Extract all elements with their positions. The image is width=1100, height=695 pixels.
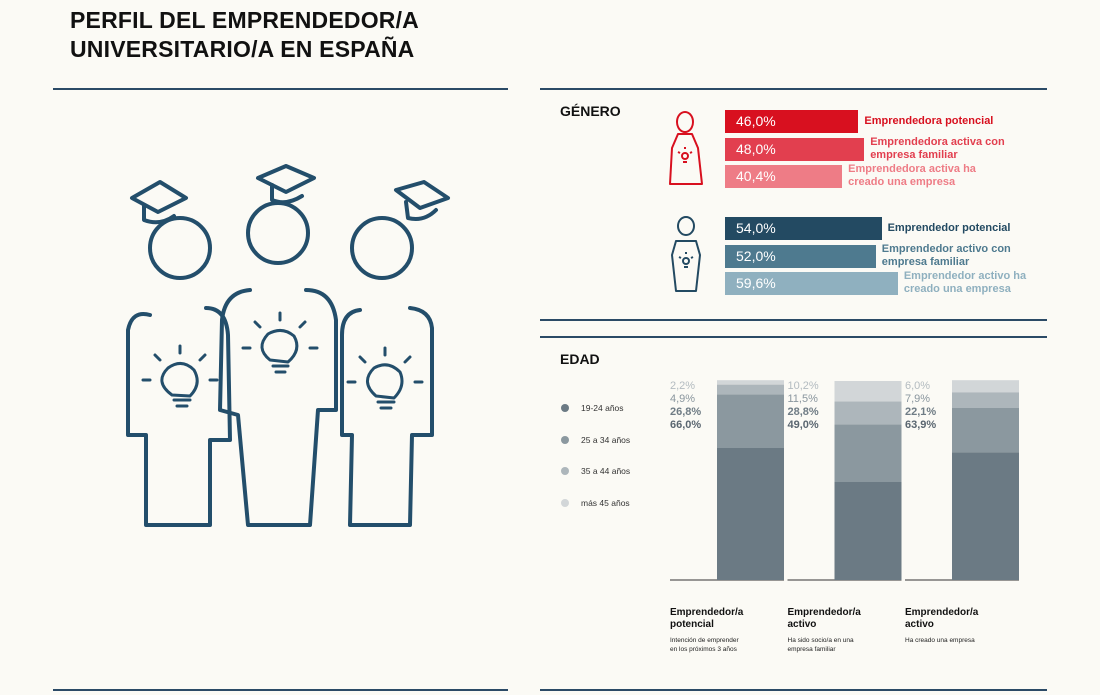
legend-label: más 45 años — [581, 497, 630, 508]
category-subtitle: Ha sido socio/a en una empresa familiar — [787, 637, 854, 653]
female-entrepreneur-icon — [669, 111, 703, 185]
left-graduate-figure — [126, 180, 232, 527]
center-graduate-figure — [218, 164, 338, 527]
edad-top-rule — [540, 336, 1047, 338]
left-top-rule — [53, 88, 508, 90]
legend-swatch — [561, 498, 569, 507]
category-subtitle: Intención de emprender en los próximos 3 … — [670, 637, 739, 653]
data-label: 7,9% — [905, 393, 930, 405]
right-graduate-figure — [340, 180, 450, 527]
title-line-2: UNIVERSITARIO/A EN ESPAÑA — [70, 36, 415, 62]
genero-male-bar-1: 54,0% — [725, 217, 882, 240]
right-lightbulb-icon — [346, 346, 424, 410]
bar-segment — [717, 384, 784, 395]
data-label: 49,0% — [788, 419, 819, 431]
category-title: Emprendedor/a activo — [905, 607, 979, 630]
legend-item: 19-24 años — [561, 402, 624, 414]
page-title: PERFIL DEL EMPRENDEDOR/A UNIVERSITARIO/A… — [70, 6, 419, 64]
genero-male-label-2: Emprendedor activo con empresa familiar — [881, 242, 1011, 268]
data-label: 28,8% — [788, 406, 819, 418]
bar-segment — [717, 394, 784, 448]
legend-label: 19-24 años — [581, 403, 624, 413]
legend-label: 25 a 34 años — [581, 434, 631, 445]
male-entrepreneur-icon — [671, 216, 701, 292]
bar-segment — [834, 482, 902, 580]
data-label: 6,0% — [905, 380, 930, 392]
category-subtitle: Ha creado una empresa — [905, 637, 975, 644]
data-label: 26,8% — [670, 406, 701, 418]
genero-male-label-3: Emprendedor activo ha creado una empresa — [903, 270, 1027, 295]
age-stacked-bar-chart: 2,2%4,9%26,8%66,0% 10,2%11,5%28,8%49,0% 6,… — [670, 380, 1019, 581]
genero-female-label-2: Emprendedora activa con empresa familiar — [870, 135, 1005, 161]
data-label: 2,2% — [670, 380, 695, 392]
legend-label: 35 a 44 años — [581, 466, 631, 476]
data-label: 11,5% — [788, 393, 819, 405]
bar-segment — [834, 381, 902, 402]
bar-segment — [834, 424, 902, 482]
category-title: Emprendedor/a potencial — [670, 607, 744, 630]
data-label: 10,2% — [788, 380, 819, 392]
left-bottom-rule — [53, 689, 508, 691]
bar-segment — [952, 408, 1019, 453]
genero-female-label-3: Emprendedora activa ha creado una empresa — [848, 163, 976, 188]
legend-swatch — [561, 435, 569, 444]
data-label: 22,1% — [905, 406, 936, 418]
legend-swatch — [561, 404, 569, 412]
legend-item: más 45 años — [561, 497, 630, 509]
legend-item: 35 a 44 años — [561, 465, 630, 477]
bar-segment — [717, 380, 784, 385]
left-lightbulb-icon — [141, 344, 219, 408]
genero-male-label-1: Emprendedor potencial — [887, 222, 1011, 234]
category-title: Emprendedor/a activo — [787, 607, 861, 630]
genero-male-bar-2: 52,0% — [725, 244, 876, 268]
title-line-1: PERFIL DEL EMPRENDEDOR/A — [70, 7, 419, 33]
bar-segment — [952, 380, 1019, 393]
legend-item: 25 a 34 años — [561, 434, 630, 446]
genero-female-bar-2: 48,0% — [725, 137, 865, 161]
bar-segment — [717, 448, 784, 580]
graduate-entrepreneurs-icon — [126, 164, 450, 527]
data-label: 4,9% — [670, 393, 695, 405]
genero-male-bar-3: 59,6% — [725, 272, 898, 295]
genero-bottom-rule — [540, 319, 1047, 321]
data-label: 63,9% — [905, 419, 936, 431]
right-top-rule — [540, 88, 1047, 90]
genero-label: GÉNERO — [560, 103, 621, 119]
bar-segment — [952, 392, 1019, 408]
edad-label: EDAD — [560, 351, 600, 367]
genero-female-label-1: Emprendedora potencial — [864, 115, 994, 127]
genero-female-bar-3: 40,4% — [725, 165, 843, 188]
center-lightbulb-icon — [241, 311, 319, 374]
genero-female-bar-1: 46,0% — [725, 110, 859, 133]
bar-segment — [834, 401, 902, 425]
right-bottom-rule — [540, 689, 1047, 691]
bar-segment — [952, 452, 1019, 580]
data-label: 66,0% — [670, 419, 701, 431]
legend-swatch — [561, 467, 569, 475]
